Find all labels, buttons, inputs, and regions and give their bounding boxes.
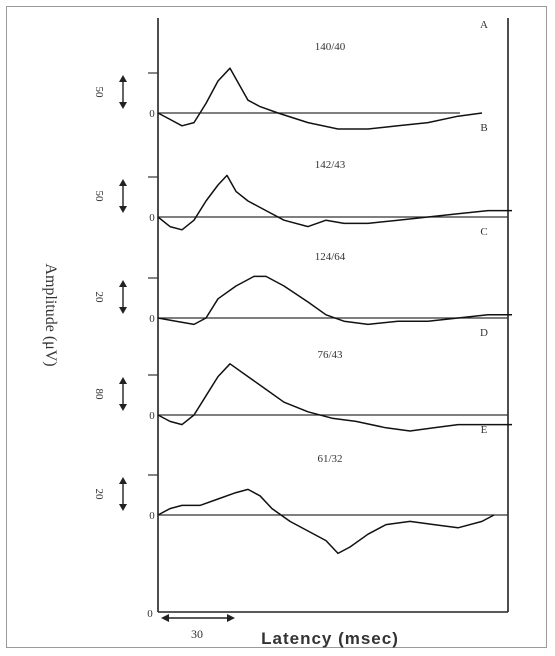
amplitude-scale-arrow-down-4 [119,404,127,411]
panel-annotation-2: 142/43 [315,159,346,171]
panel-annotation-1: 140/40 [315,41,346,53]
zero-label-2: 0 [149,212,155,224]
amplitude-scale-arrow-down-3 [119,307,127,314]
trace-panel-e: 0 20 61/32 E [93,424,508,555]
time-scale-arrow-right [227,614,235,622]
panel-letter-d: D [480,327,488,339]
trace-line-b [157,174,512,231]
x-axis-title: Latency (msec) [261,629,399,648]
amplitude-scale-arrow-up-1 [119,75,127,82]
trace-line-d [157,363,512,432]
amplitude-scale-label-4: 80 [93,389,105,401]
panel-letter-b: B [480,122,487,134]
trace-panel-a: 0 50 140/40 A [93,19,488,130]
amplitude-scale-arrow-up-2 [119,179,127,186]
panel-letter-c: C [480,226,487,238]
amplitude-scale-arrow-down-5 [119,504,127,511]
panel-annotation-3: 124/64 [315,251,346,263]
trace-line-a [157,67,483,130]
amplitude-scale-label-1: 50 [93,87,105,99]
panel-annotation-4: 76/43 [317,349,343,361]
trace-panel-c: 0 20 124/64 C [93,226,512,326]
panel-letter-a: A [480,19,488,31]
amplitude-scale-arrow-down-2 [119,206,127,213]
zero-label-4: 0 [149,410,155,422]
amplitude-scale-arrow-up-4 [119,377,127,384]
y-axis-title: Amplitude (μV) [42,263,59,366]
trace-line-c [157,275,512,326]
amplitude-scale-arrow-up-3 [119,280,127,287]
panel-letter-e: E [481,424,488,436]
trace-panels: 050140/40A050142/43B020124/64C08076/43D0… [93,19,512,555]
zero-label-5: 0 [149,510,155,522]
panel-annotation-5: 61/32 [317,453,342,465]
amplitude-scale-arrow-down-1 [119,102,127,109]
amplitude-scale-label-2: 50 [93,191,105,203]
x-axis-zero-label: 0 [147,608,153,620]
time-scale-label: 30 [191,627,203,641]
zero-label-3: 0 [149,313,155,325]
amplitude-scale-label-3: 20 [93,292,105,304]
trace-line-e [157,488,495,555]
time-scale-arrow-left [161,614,169,622]
zero-label-1: 0 [149,108,155,120]
amplitude-scale-label-5: 20 [93,489,105,501]
amplitude-scale-arrow-up-5 [119,477,127,484]
trace-panel-d: 0 80 76/43 D [93,327,512,432]
time-scale-bar [161,614,235,622]
trace-panel-b: 0 50 142/43 B [93,122,512,231]
